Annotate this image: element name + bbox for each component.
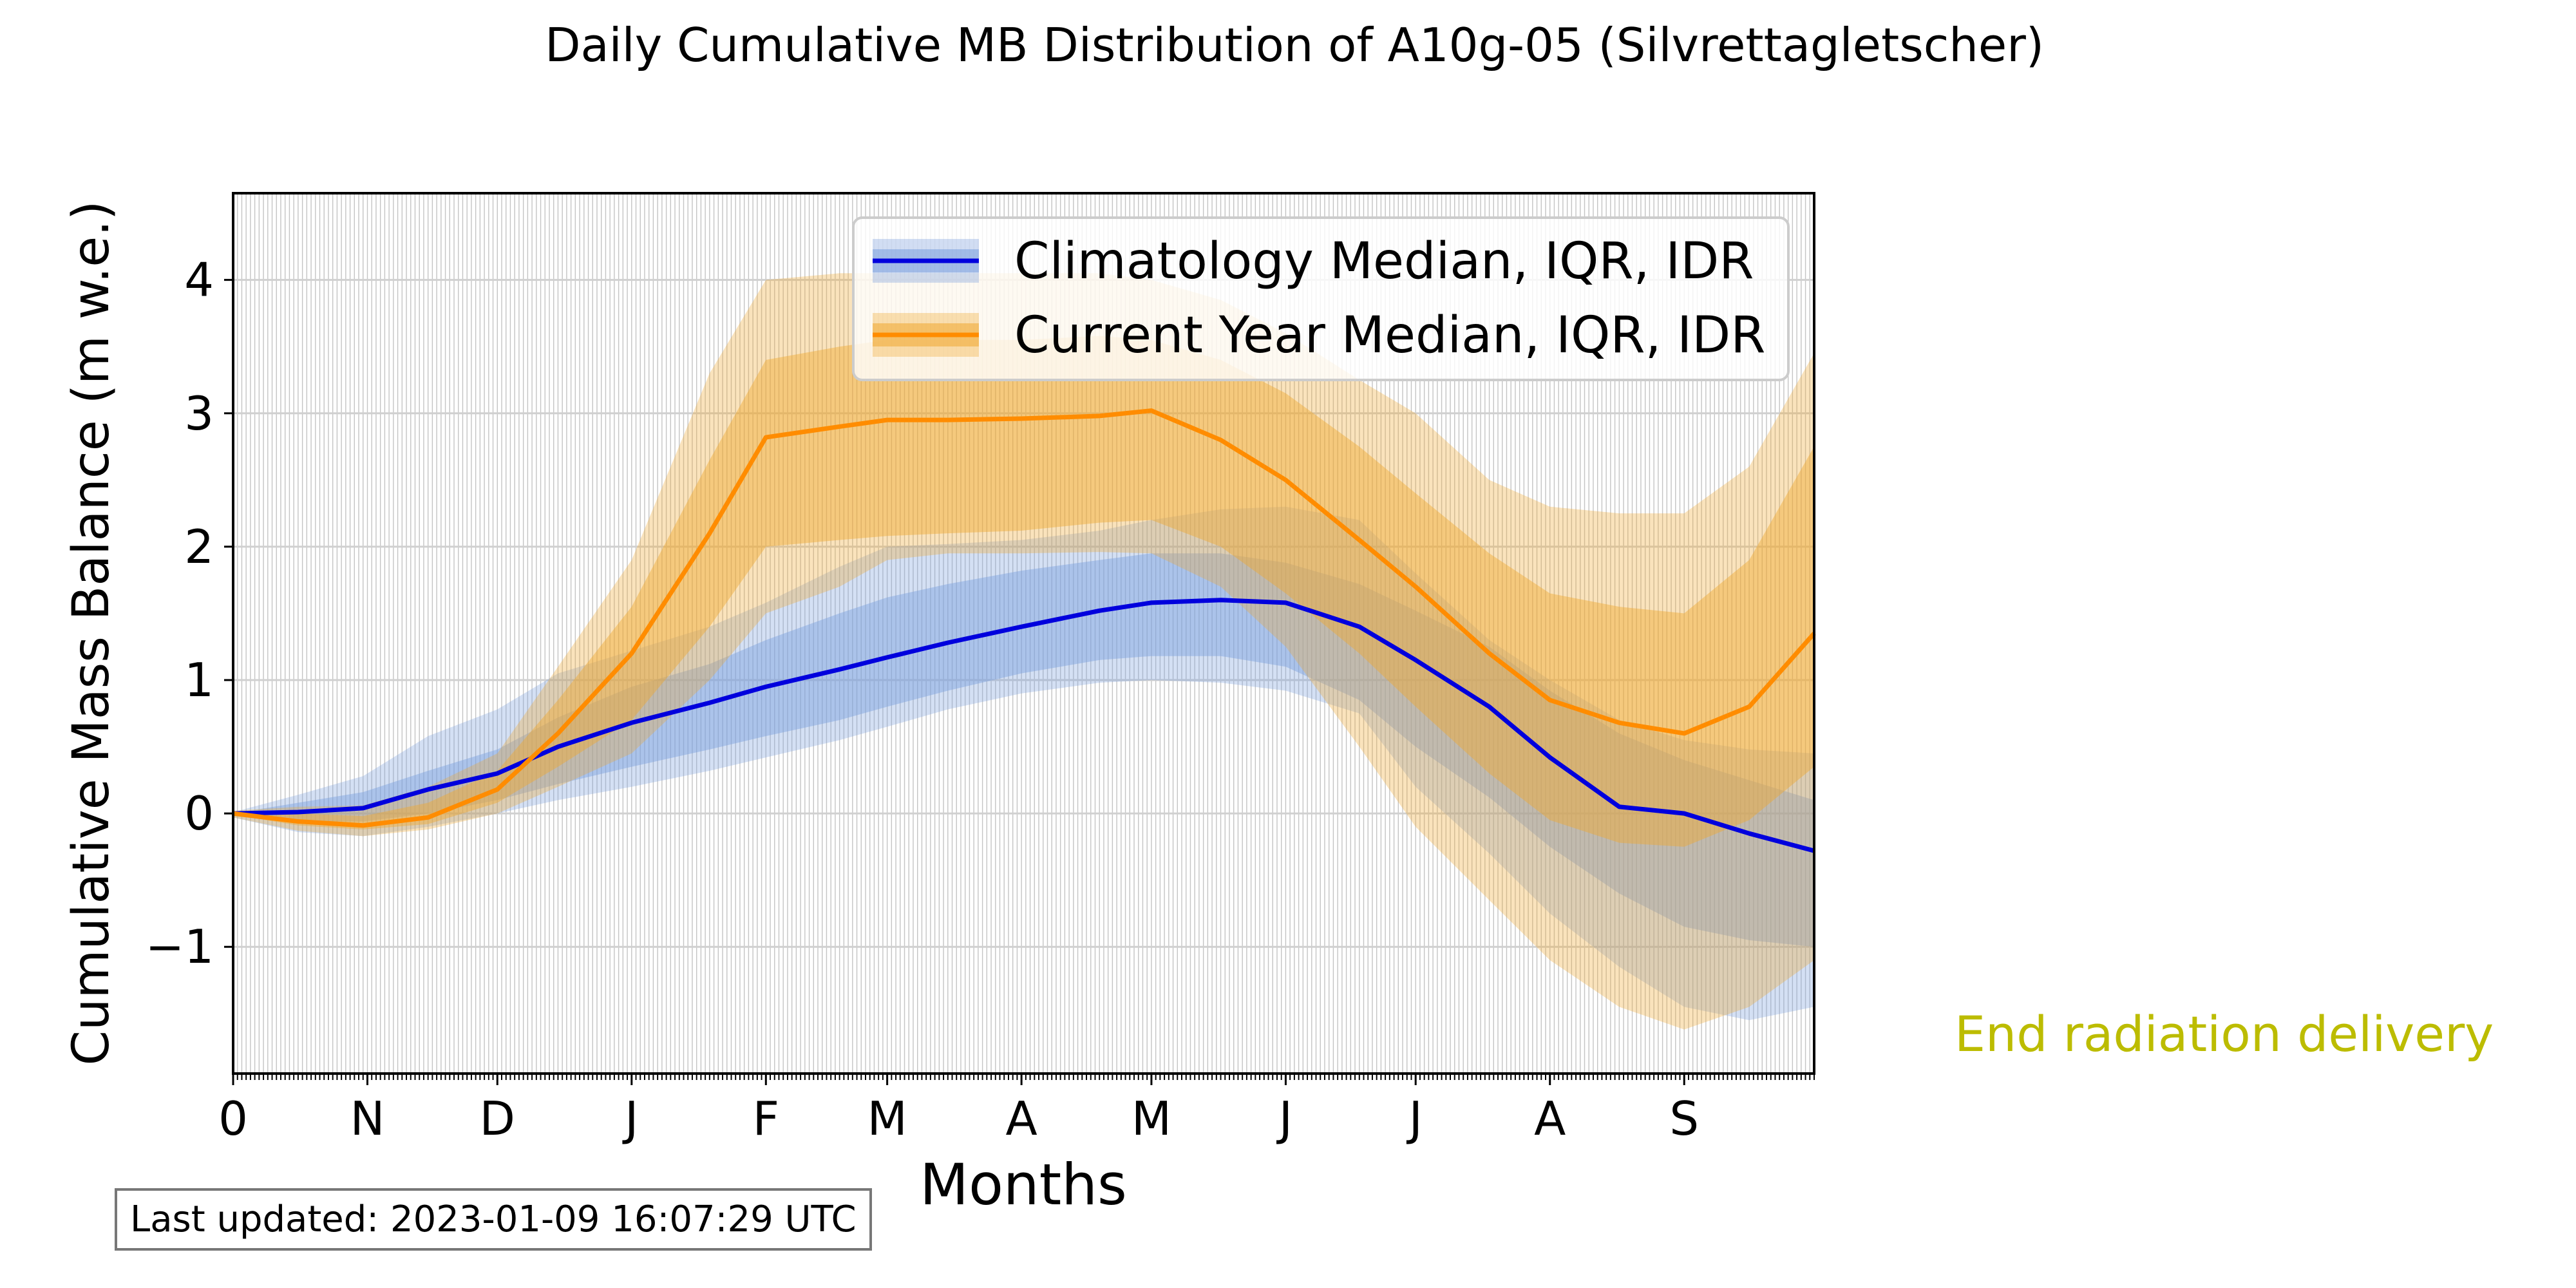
chart-title: Daily Cumulative MB Distribution of A10g… — [545, 18, 2044, 72]
current-year-median-line — [232, 408, 1816, 828]
x-axis-label: Months — [920, 1151, 1127, 1218]
y-tick-label: 1 — [184, 653, 214, 707]
current-year-legend-label: Current Year Median, IQR, IDR — [1014, 307, 1765, 365]
series-lines — [232, 408, 1816, 853]
x-tick-label: N — [350, 1092, 385, 1146]
x-tick-label: 0 — [218, 1092, 248, 1146]
climatology-iqr-band — [233, 553, 1814, 947]
x-tick-label: A — [1534, 1092, 1566, 1146]
series-bands — [233, 273, 1814, 1030]
x-tick-label: A — [1006, 1092, 1037, 1146]
y-tick-label: 0 — [184, 786, 214, 840]
current-year-iqr-band — [233, 336, 1814, 847]
y-axis-label: Cumulative Mass Balance (m w.e.) — [62, 201, 120, 1066]
climatology-legend-label: Climatology Median, IQR, IDR — [1014, 232, 1754, 290]
x-tick-label: M — [1132, 1092, 1171, 1146]
plot-frame — [232, 192, 1815, 1075]
legend: Climatology Median, IQR, IDR Current Year… — [852, 216, 1790, 381]
x-tick-label: J — [1406, 1092, 1423, 1146]
legend-box — [852, 216, 1790, 381]
x-tick-label: J — [622, 1092, 638, 1146]
y-tick-label: −1 — [146, 920, 214, 974]
x-tick-label: F — [753, 1092, 779, 1146]
x-axis-ticks: 0 N D J F M A M J J A S — [218, 1074, 1699, 1146]
x-tick-label: J — [1276, 1092, 1293, 1146]
climatology-median-line — [232, 598, 1815, 853]
y-axis-ticks: −1 0 1 2 3 4 — [146, 253, 233, 974]
y-tick-label: 4 — [184, 253, 214, 307]
x-tick-label: D — [480, 1092, 515, 1146]
x-tick-label: S — [1669, 1092, 1699, 1146]
last-updated-text: Last updated: 2023-01-09 16:07:29 UTC — [130, 1198, 857, 1240]
current-year-idr-band — [233, 273, 1814, 1030]
y-tick-label: 2 — [184, 520, 214, 574]
y-tick-label: 3 — [184, 386, 214, 440]
y-grid-lines — [233, 279, 1814, 948]
end-radiation-annotation: End radiation delivery — [1955, 1005, 2494, 1063]
x-tick-label: M — [867, 1092, 907, 1146]
last-updated-box: Last updated: 2023-01-09 16:07:29 UTC — [115, 1188, 872, 1251]
climatology-idr-band — [233, 506, 1814, 1021]
